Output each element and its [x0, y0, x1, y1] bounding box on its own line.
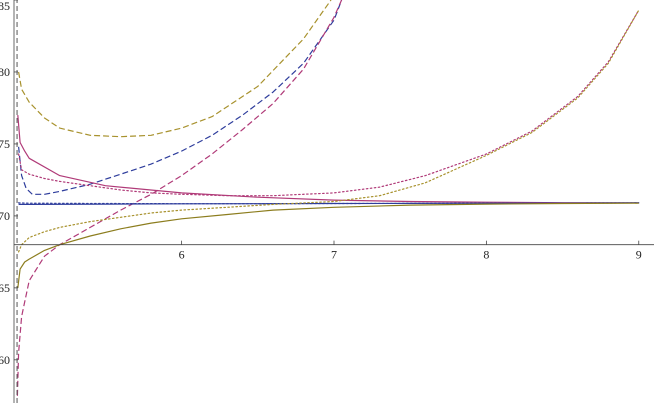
chart-curves — [16, 0, 640, 396]
series-line-7-dotted — [18, 9, 640, 253]
series-line-8-solid — [17, 202, 639, 288]
y-tick-label: 670 — [0, 209, 10, 223]
series-line-2-dashed — [16, 0, 343, 396]
chart-axes — [13, 0, 654, 403]
x-tick-label: 6 — [179, 248, 185, 262]
series-line-0-dashed — [18, 0, 332, 138]
x-tick-label: 7 — [331, 248, 337, 262]
x-tick-label: 8 — [483, 248, 489, 262]
chart-ticks: 6 7 8 9 660 665 670 675 680 685 — [0, 0, 642, 367]
y-tick-label: 660 — [0, 353, 10, 367]
y-tick-label: 675 — [0, 137, 10, 151]
x-tick-label: 9 — [636, 248, 642, 262]
series-line-1-dashed — [18, 0, 343, 195]
series-line-3-solid — [17, 115, 639, 204]
y-tick-label: 680 — [0, 65, 10, 79]
y-tick-label: 665 — [0, 281, 10, 295]
y-tick-label: 685 — [0, 0, 10, 13]
series-line-6-dotted — [18, 9, 640, 197]
